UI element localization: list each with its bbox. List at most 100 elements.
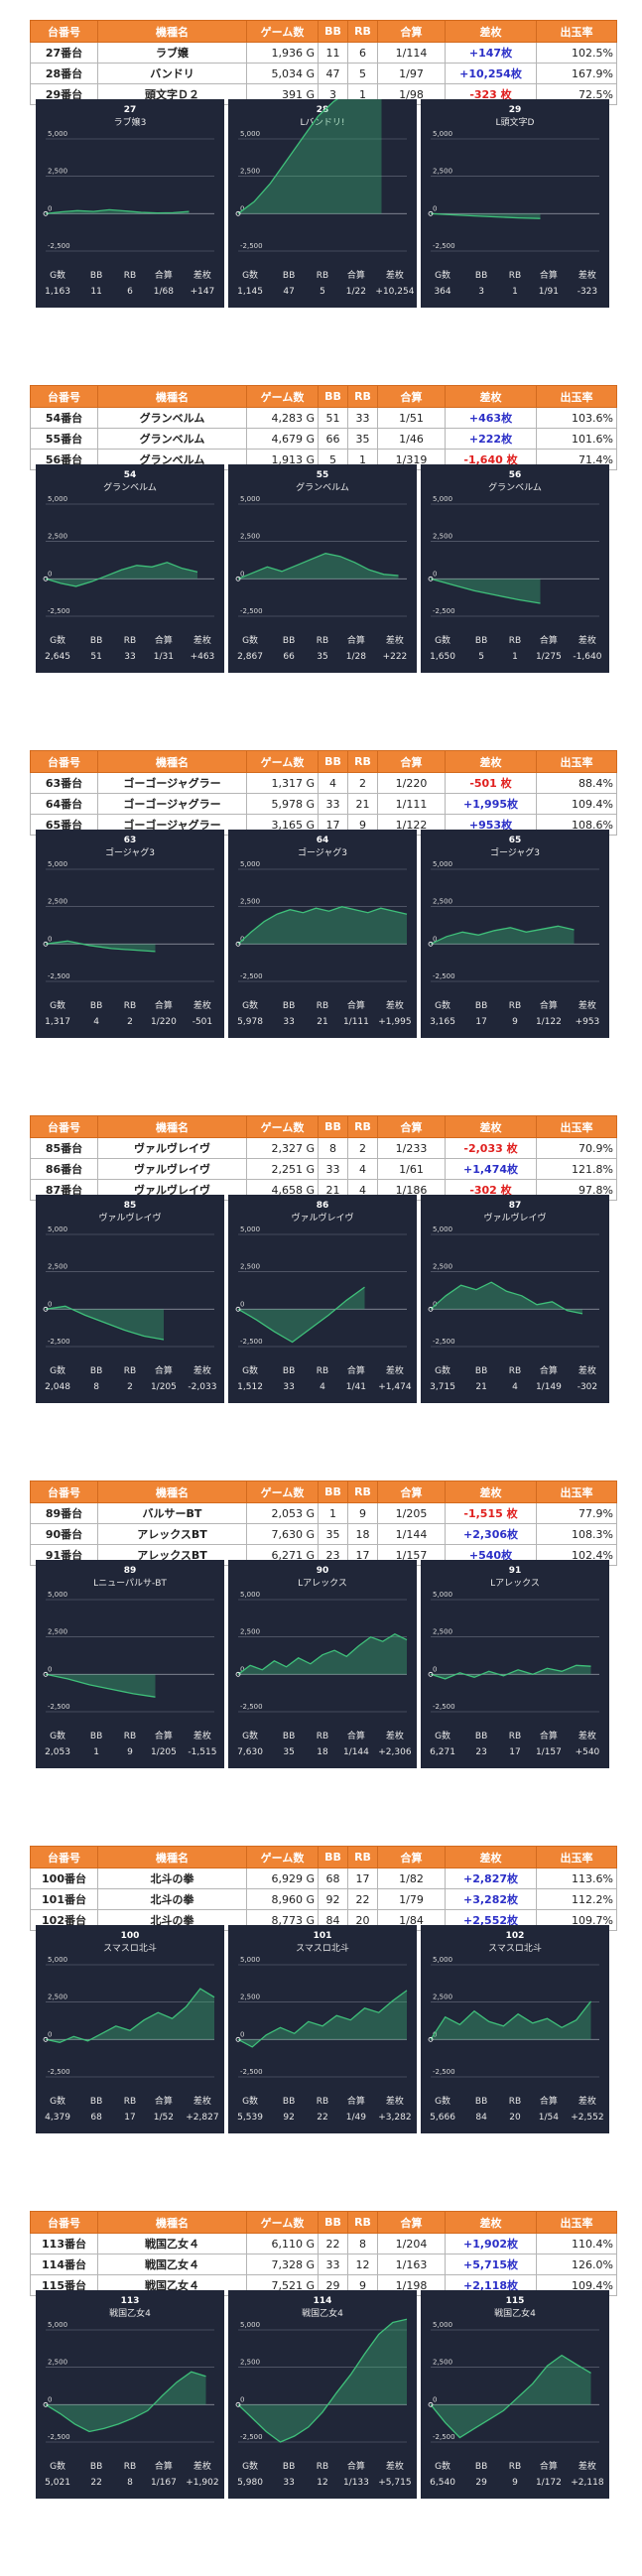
table-row[interactable]: 90番台 アレックスBT 7,630 G 35 18 1/144 +2,306枚 108.3%	[30, 1523, 617, 1545]
rate-cell: 109.4%	[536, 793, 617, 815]
column-header: 差枚	[445, 1846, 537, 1868]
y-tick-label: 2,500	[240, 1263, 260, 1271]
y-tick-label: 2,500	[240, 898, 260, 906]
table-row[interactable]: 113番台 戦国乙女４ 6,110 G 22 8 1/204 +1,902枚 110.4%	[30, 2233, 617, 2254]
machine-name-cell: アレックスBT	[97, 1523, 247, 1545]
graph-card[interactable]: 65 ゴージャグ3 5,000 2,500 0 -2,500 G数 BB RB 合算 差枚 3,165…	[421, 830, 609, 1038]
stat-combined: 1/122	[535, 1017, 562, 1027]
graph-card[interactable]: 29 L頭文字D 5,000 2,500 0 -2,500 G数 BB RB 合算 差枚 364 3 1 1…	[421, 99, 609, 308]
stat-bb: 22	[90, 2478, 102, 2488]
table-row[interactable]: 55番台 グランベルム 4,679 G 66 35 1/46 +222枚 101.6%	[30, 428, 617, 450]
graph-card[interactable]: 28 Lバンドリ! 5,000 2,500 0 -2,500 G数 BB RB 合算 差枚 1,145…	[228, 99, 417, 308]
machine-number-cell: 64番台	[30, 793, 98, 815]
y-tick-label: 2,500	[240, 533, 260, 541]
card-stats: G数 BB RB 合算 差枚 2,048 8 2 1/205 -2,033	[36, 1363, 224, 1395]
stat-label: 差枚	[578, 1732, 596, 1741]
bb-cell: 68	[318, 1868, 348, 1889]
table-row[interactable]: 27番台 ラブ嬢 1,936 G 11 6 1/114 +147枚 102.5%	[30, 42, 617, 64]
column-header: ゲーム数	[246, 20, 319, 43]
column-header: ゲーム数	[246, 750, 319, 773]
series-line	[430, 1664, 591, 1680]
graph-card[interactable]: 54 グランベルム 5,000 2,500 0 -2,500 G数 BB RB 合算 差枚 2,645…	[36, 464, 224, 673]
bb-cell: 33	[318, 1158, 348, 1180]
graph-card[interactable]: 90 Lアレックス 5,000 2,500 0 -2,500 G数 BB RB 合算 差枚 7,630…	[228, 1560, 417, 1768]
stat-label: RB	[316, 2462, 329, 2472]
start-point	[235, 210, 241, 216]
y-tick-label: 2,500	[48, 1628, 67, 1636]
graph-card[interactable]: 91 Lアレックス 5,000 2,500 0 -2,500 G数 BB RB 合算 差枚 6,271…	[421, 1560, 609, 1768]
graph-card[interactable]: 27 ラブ嬢3 5,000 2,500 0 -2,500 G数 BB RB 合算 差枚 1,163 11…	[36, 99, 224, 308]
card-stats: G数 BB RB 合算 差枚 5,539 92 22 1/49 +3,282	[228, 2094, 417, 2125]
column-header: BB	[318, 2211, 348, 2234]
stat-label: 合算	[154, 1366, 173, 1376]
table-row[interactable]: 89番台 バルサーBT 2,053 G 1 9 1/205 -1,515 枚 77.9%	[30, 1502, 617, 1524]
bb-cell: 4	[318, 772, 348, 794]
stat-label: BB	[474, 1732, 488, 1741]
stat-bb: 29	[475, 2478, 487, 2488]
stats-header: G数 BB RB 合算 差枚	[421, 998, 609, 1014]
graph-card[interactable]: 113 戦国乙女4 5,000 2,500 0 -2,500 G数 BB RB 合算 差枚 5,021…	[36, 2290, 224, 2499]
y-tick-label: -2,500	[240, 607, 263, 615]
rb-cell: 21	[347, 793, 378, 815]
card-stats: G数 BB RB 合算 差枚 5,978 33 21 1/111 +1,995	[228, 998, 417, 1030]
series-area	[46, 2372, 206, 2432]
table-row[interactable]: 100番台 北斗の拳 6,929 G 68 17 1/82 +2,827枚 113.6%	[30, 1868, 617, 1889]
table-row[interactable]: 64番台 ゴーゴージャグラー 5,978 G 33 21 1/111 +1,995枚 109.…	[30, 793, 617, 815]
stats-values: 1,512 33 4 1/41 +1,474	[228, 1379, 417, 1395]
diff-cell: +1,995枚	[445, 793, 537, 815]
graph-card[interactable]: 85 ヴァルヴレイヴ 5,000 2,500 0 -2,500 G数 BB RB 合算 差枚 2,04…	[36, 1195, 224, 1403]
graph-card[interactable]: 87 ヴァルヴレイヴ 5,000 2,500 0 -2,500 G数 BB RB 合算 差枚 3,71…	[421, 1195, 609, 1403]
stat-label: 合算	[539, 1366, 558, 1376]
card-stats: G数 BB RB 合算 差枚 5,980 33 12 1/133 +5,715	[228, 2459, 417, 2491]
table-row[interactable]: 85番台 ヴァルヴレイヴ 2,327 G 8 2 1/233 -2,033 枚 70.9%	[30, 1137, 617, 1159]
table-row[interactable]: 54番台 グランベルム 4,283 G 51 33 1/51 +463枚 103.6%	[30, 407, 617, 429]
series-line	[45, 562, 198, 587]
column-header: 出玉率	[536, 750, 617, 773]
stat-label: G数	[242, 2462, 259, 2472]
stat-label: 合算	[346, 2097, 365, 2107]
graph-card[interactable]: 114 戦国乙女4 5,000 2,500 0 -2,500 G数 BB RB 合算 差枚 5,980…	[228, 2290, 417, 2499]
graph-card[interactable]: 100 スマスロ北斗 5,000 2,500 0 -2,500 G数 BB RB 合算 差枚 4,37…	[36, 1925, 224, 2133]
graph-card[interactable]: 102 スマスロ北斗 5,000 2,500 0 -2,500 G数 BB RB 合算 差枚 5,66…	[421, 1925, 609, 2133]
table-row[interactable]: 101番台 北斗の拳 8,960 G 92 22 1/79 +3,282枚 112.2%	[30, 1888, 617, 1910]
bb-cell: 51	[318, 407, 348, 429]
graph-card[interactable]: 115 戦国乙女4 5,000 2,500 0 -2,500 G数 BB RB 合算 差枚 6,540…	[421, 2290, 609, 2499]
stats-header: G数 BB RB 合算 差枚	[36, 1729, 224, 1744]
graph-card[interactable]: 63 ゴージャグ3 5,000 2,500 0 -2,500 G数 BB RB 合算 差枚 1,317…	[36, 830, 224, 1038]
bb-cell: 47	[318, 63, 348, 84]
graph-card[interactable]: 86 ヴァルヴレイヴ 5,000 2,500 0 -2,500 G数 BB RB 合算 差枚 1,51…	[228, 1195, 417, 1403]
stat-combined: 1/144	[342, 1747, 369, 1757]
stat-games: 3,165	[430, 1017, 455, 1027]
stat-games: 6,540	[430, 2478, 455, 2488]
column-header: 機種名	[97, 1481, 247, 1503]
stat-games: 7,630	[237, 1747, 263, 1757]
stat-diff: -1,515	[188, 1747, 217, 1757]
y-tick-label: 0	[240, 570, 244, 578]
graph-card[interactable]: 55 グランベルム 5,000 2,500 0 -2,500 G数 BB RB 合算 差枚 2,867…	[228, 464, 417, 673]
series-line	[45, 1305, 165, 1341]
graph-card[interactable]: 101 スマスロ北斗 5,000 2,500 0 -2,500 G数 BB RB 合算 差枚 5,53…	[228, 1925, 417, 2133]
machine-name-cell: グランベルム	[97, 407, 247, 429]
stat-label: RB	[316, 1001, 329, 1011]
graph-card[interactable]: 64 ゴージャグ3 5,000 2,500 0 -2,500 G数 BB RB 合算 差枚 5,978…	[228, 830, 417, 1038]
table-row[interactable]: 86番台 ヴァルヴレイヴ 2,251 G 33 4 1/61 +1,474枚 121.8%	[30, 1158, 617, 1180]
stat-combined: 1/28	[345, 652, 367, 662]
column-header: BB	[318, 750, 348, 773]
stat-label: RB	[316, 2097, 329, 2107]
graph-card[interactable]: 89 Lニューパルサ-BT 5,000 2,500 0 -2,500 G数 BB RB 合算 差枚 2…	[36, 1560, 224, 1768]
series-line	[430, 578, 541, 604]
stats-header: G数 BB RB 合算 差枚	[36, 633, 224, 649]
table-header-row: 台番号 機種名 ゲーム数 BB RB 合算 差枚 出玉率	[30, 20, 617, 43]
series-line	[237, 906, 408, 945]
series-line	[45, 2371, 206, 2433]
graph-card[interactable]: 56 グランベルム 5,000 2,500 0 -2,500 G数 BB RB 合算 差枚 1,650…	[421, 464, 609, 673]
stat-label: BB	[89, 2462, 103, 2472]
table-row[interactable]: 63番台 ゴーゴージャグラー 1,317 G 4 2 1/220 -501 枚 88.4%	[30, 772, 617, 794]
rb-cell: 22	[347, 1888, 378, 1910]
stat-diff: +3,282	[378, 2113, 412, 2123]
table-row[interactable]: 114番台 戦国乙女４ 7,328 G 33 12 1/163 +5,715枚 126.0%	[30, 2254, 617, 2275]
card-number: 63	[124, 836, 137, 845]
stat-label: G数	[242, 2097, 259, 2107]
column-header: RB	[347, 1115, 378, 1138]
table-row[interactable]: 28番台 バンドリ 5,034 G 47 5 1/97 +10,254枚 167.9%	[30, 63, 617, 84]
